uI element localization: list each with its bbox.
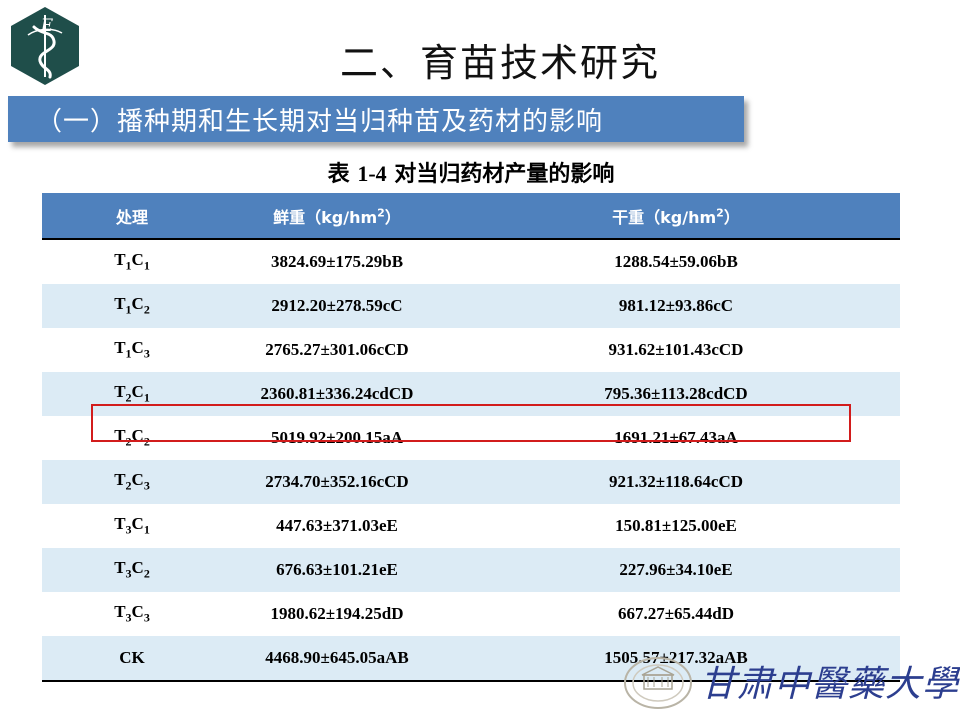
university-name: 甘肃中醫藥大學 xyxy=(700,664,960,705)
table-row: T3C1 447.63±371.03eE 150.81±125.00eE xyxy=(42,504,900,548)
treatment-subscript: 1 xyxy=(143,258,150,273)
table-row: CK 4468.90±645.05aAB 1505.57±217.32aAB xyxy=(42,636,900,682)
treatment-code: T xyxy=(114,470,126,490)
cell-treatment: T1C2 xyxy=(42,284,222,328)
cell-treatment: T2C1 xyxy=(42,372,222,416)
yield-table: 处理 鲜重（kg/hm2） 干重（kg/hm2） T1C1 3824.69±175… xyxy=(42,193,900,682)
treatment-code: C xyxy=(131,558,144,578)
table-row: T2C1 2360.81±336.24cdCD 795.36±113.28cdCD xyxy=(42,372,900,416)
treatment-subscript: 3 xyxy=(125,522,132,537)
header-dry-sup: 2 xyxy=(716,206,724,220)
cell-treatment: CK xyxy=(42,636,222,682)
cell-dry-weight: 150.81±125.00eE xyxy=(452,504,900,548)
highlight-box xyxy=(91,404,851,442)
treatment-subscript: 3 xyxy=(125,566,132,581)
table-row: T1C3 2765.27±301.06cCD 931.62±101.43cCD xyxy=(42,328,900,372)
cell-dry-weight: 931.62±101.43cCD xyxy=(452,328,900,372)
table-row: T1C1 3824.69±175.29bB 1288.54±59.06bB xyxy=(42,239,900,284)
cell-treatment: T2C3 xyxy=(42,460,222,504)
treatment-subscript: 1 xyxy=(125,302,132,317)
treatment-code: C xyxy=(131,602,144,622)
treatment-subscript: 3 xyxy=(143,478,150,493)
treatment-subscript: 3 xyxy=(143,346,150,361)
header-fresh-sup: 2 xyxy=(377,206,385,220)
cell-fresh-weight: 5019.92±200.15aA xyxy=(222,416,452,460)
header-treatment: 处理 xyxy=(42,193,222,240)
cell-treatment: T3C3 xyxy=(42,592,222,636)
treatment-subscript: 2 xyxy=(143,302,150,317)
treatment-code: T xyxy=(114,338,126,358)
table-caption: 表 1-4 对当归药材产量的影响 xyxy=(42,156,900,188)
header-dry-end: ） xyxy=(723,207,740,227)
slide-title: 二、育苗技术研究 xyxy=(339,41,660,85)
cell-dry-weight: 1691.21±67.43aA xyxy=(452,416,900,460)
treatment-code: T xyxy=(114,426,126,446)
treatment-code: CK xyxy=(119,648,145,667)
caption-text: 对当归药材产量的影响 xyxy=(394,162,615,187)
cell-dry-weight: 795.36±113.28cdCD xyxy=(452,372,900,416)
cell-treatment: T1C1 xyxy=(42,239,222,284)
table-row-highlighted: T2C2 5019.92±200.15aA 1691.21±67.43aA xyxy=(42,416,900,460)
table-row: T1C2 2912.20±278.59cC 981.12±93.86cC xyxy=(42,284,900,328)
table-body: T1C1 3824.69±175.29bB 1288.54±59.06bB T1C2 2… xyxy=(42,239,900,682)
treatment-subscript: 1 xyxy=(143,390,150,405)
caduceus-snake-logo-icon: E xyxy=(8,5,82,87)
treatment-code: C xyxy=(131,294,144,314)
header-treatment-label: 处理 xyxy=(115,207,148,227)
header-fresh-end: ） xyxy=(384,207,401,227)
header-dry-weight: 干重（kg/hm2） xyxy=(452,193,900,240)
treatment-subscript: 1 xyxy=(125,258,132,273)
treatment-subscript: 3 xyxy=(125,610,132,625)
cell-fresh-weight: 676.63±101.21eE xyxy=(222,548,452,592)
section-subtitle-banner: （一）播种期和生长期对当归种苗及药材的影响 xyxy=(8,96,744,142)
caption-number: 1-4 xyxy=(357,161,387,186)
cell-fresh-weight: 4468.90±645.05aAB xyxy=(222,636,452,682)
treatment-code: T xyxy=(114,250,126,270)
treatment-subscript: 1 xyxy=(143,522,150,537)
treatment-code: T xyxy=(114,294,126,314)
header-fresh-label: 鲜重（kg/hm xyxy=(273,207,378,227)
treatment-subscript: 2 xyxy=(125,478,132,493)
university-seal-icon xyxy=(622,655,694,711)
cell-fresh-weight: 1980.62±194.25dD xyxy=(222,592,452,636)
treatment-code: C xyxy=(131,338,144,358)
treatment-subscript: 1 xyxy=(125,346,132,361)
cell-treatment: T3C2 xyxy=(42,548,222,592)
treatment-code: T xyxy=(114,382,126,402)
table-header-row: 处理 鲜重（kg/hm2） 干重（kg/hm2） xyxy=(42,193,900,240)
treatment-code: C xyxy=(131,382,144,402)
treatment-code: T xyxy=(114,602,126,622)
treatment-code: C xyxy=(131,514,144,534)
treatment-code: C xyxy=(131,250,144,270)
cell-fresh-weight: 447.63±371.03eE xyxy=(222,504,452,548)
section-subtitle: （一）播种期和生长期对当归种苗及药材的影响 xyxy=(36,106,604,137)
cell-dry-weight: 921.32±118.64cCD xyxy=(452,460,900,504)
cell-dry-weight: 667.27±65.44dD xyxy=(452,592,900,636)
treatment-subscript: 2 xyxy=(125,390,132,405)
table-row: T2C3 2734.70±352.16cCD 921.32±118.64cCD xyxy=(42,460,900,504)
table-row: T3C3 1980.62±194.25dD 667.27±65.44dD xyxy=(42,592,900,636)
cell-dry-weight: 227.96±34.10eE xyxy=(452,548,900,592)
treatment-code: T xyxy=(114,558,126,578)
cell-dry-weight: 981.12±93.86cC xyxy=(452,284,900,328)
cell-treatment: T1C3 xyxy=(42,328,222,372)
cell-fresh-weight: 2765.27±301.06cCD xyxy=(222,328,452,372)
cell-fresh-weight: 3824.69±175.29bB xyxy=(222,239,452,284)
treatment-code: C xyxy=(131,470,144,490)
cell-treatment: T3C1 xyxy=(42,504,222,548)
cell-fresh-weight: 2734.70±352.16cCD xyxy=(222,460,452,504)
header-fresh-weight: 鲜重（kg/hm2） xyxy=(222,193,452,240)
cell-dry-weight: 1288.54±59.06bB xyxy=(452,239,900,284)
caption-prefix: 表 xyxy=(327,162,350,187)
cell-fresh-weight: 2360.81±336.24cdCD xyxy=(222,372,452,416)
header-dry-label: 干重（kg/hm xyxy=(612,207,717,227)
cell-fresh-weight: 2912.20±278.59cC xyxy=(222,284,452,328)
treatment-code: T xyxy=(114,514,126,534)
treatment-subscript: 2 xyxy=(143,566,150,581)
treatment-subscript: 3 xyxy=(143,610,150,625)
table-row: T3C2 676.63±101.21eE 227.96±34.10eE xyxy=(42,548,900,592)
